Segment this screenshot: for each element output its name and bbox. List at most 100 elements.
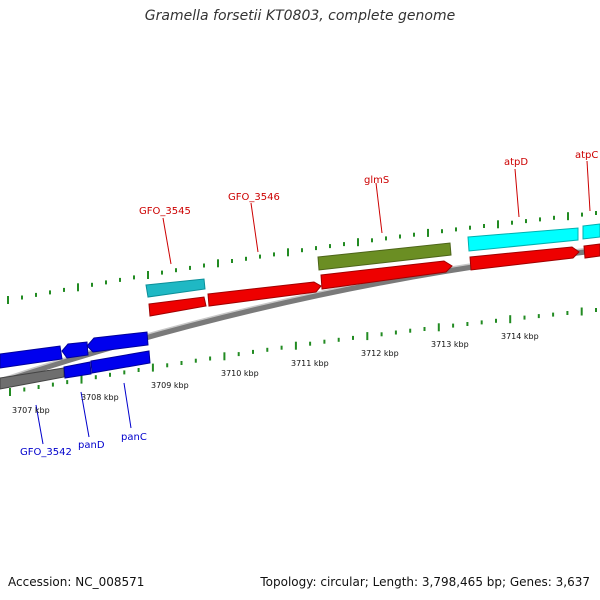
scale-label-3713: 3713 kbp — [431, 340, 469, 349]
feature-cds-glms[interactable] — [320, 260, 453, 290]
outer-tick — [175, 268, 177, 273]
label-leaders — [35, 160, 591, 445]
outer-tick — [203, 263, 205, 268]
inner-tick — [252, 349, 254, 354]
outer-tick — [469, 225, 471, 230]
outer-tick — [133, 275, 135, 280]
label-glms[interactable]: glmS — [364, 175, 389, 186]
scale-label-3709: 3709 kbp — [151, 381, 189, 390]
outer-tick — [329, 244, 331, 249]
inner-tick — [209, 356, 212, 361]
label-pand[interactable]: panD — [78, 440, 105, 451]
outer-tick — [63, 287, 65, 292]
inner-tick — [495, 318, 497, 323]
inner-tick — [394, 330, 397, 335]
inner-tick — [137, 368, 140, 372]
feature-rna-atpc[interactable] — [582, 223, 600, 240]
outer-tick — [483, 224, 485, 228]
feature-cds-reverse-mid[interactable] — [61, 341, 89, 359]
scale-label-3708: 3708 kbp — [81, 393, 119, 402]
inner-tick — [294, 341, 297, 350]
outer-tick — [301, 248, 303, 253]
inner-tick — [437, 323, 440, 332]
feature-rna-gfo3545[interactable] — [145, 278, 206, 298]
outer-tick — [455, 227, 457, 232]
outer-tick — [91, 282, 93, 287]
inner-tick — [166, 363, 169, 368]
label-gfo3542[interactable]: GFO_3542 — [20, 447, 72, 458]
outer-tick — [511, 220, 513, 225]
inner-tick — [323, 339, 326, 344]
feature-cds-panc[interactable] — [90, 350, 151, 374]
outer-tick — [105, 280, 107, 285]
outer-tick — [273, 252, 275, 257]
label-atpc[interactable]: atpC — [575, 150, 598, 161]
inner-tick — [223, 352, 226, 361]
scale-labels: 3707 kbp 3708 kbp 3709 kbp 3710 kbp 3711… — [12, 332, 539, 415]
inner-tick — [194, 358, 197, 363]
outer-tick — [357, 238, 359, 247]
inner-tick — [537, 314, 540, 319]
inner-tick — [566, 311, 569, 315]
scale-label-3712: 3712 kbp — [361, 349, 399, 358]
outer-tick — [385, 236, 387, 241]
inner-tick — [66, 380, 69, 385]
inner-tick — [452, 323, 455, 328]
inner-tick — [266, 347, 269, 352]
inner-tick — [123, 370, 126, 375]
outer-tick — [7, 296, 9, 304]
feature-cds-gfo3546[interactable] — [207, 281, 322, 307]
inner-tick — [366, 332, 369, 341]
outer-tick — [49, 290, 51, 295]
inner-tick — [380, 332, 383, 337]
outer-tick — [343, 242, 345, 247]
outer-tick-ring — [7, 211, 597, 304]
scale-label-3711: 3711 kbp — [291, 359, 329, 368]
inner-tick — [37, 385, 40, 389]
outer-tick — [21, 295, 23, 300]
inner-tick — [180, 361, 183, 365]
inner-tick — [9, 388, 11, 396]
outer-tick — [553, 215, 555, 220]
feature-cds-reverse-left[interactable] — [0, 345, 63, 369]
inner-tick — [580, 307, 583, 316]
inner-tick — [409, 328, 412, 333]
feature-rna-atpd[interactable] — [467, 227, 579, 252]
outer-tick — [147, 271, 149, 279]
feature-cds-atpc[interactable] — [583, 243, 600, 259]
inner-tick — [109, 372, 111, 377]
forward-features — [145, 223, 600, 317]
scale-label-3710: 3710 kbp — [221, 369, 259, 378]
feature-cds-reverse-right[interactable] — [86, 331, 149, 353]
inner-tick — [509, 315, 512, 324]
inner-tick — [280, 345, 283, 350]
inner-tick — [23, 387, 26, 392]
outer-tick — [427, 228, 429, 237]
feature-cds-atpd[interactable] — [469, 246, 580, 271]
label-panc[interactable]: panC — [121, 432, 147, 443]
feature-cds-pand[interactable] — [63, 361, 92, 379]
inner-tick — [237, 352, 240, 357]
reverse-features — [0, 331, 151, 390]
scale-label-3714: 3714 kbp — [501, 332, 539, 341]
outer-tick — [399, 234, 401, 239]
label-atpd[interactable]: atpD — [504, 157, 528, 168]
feature-gene-gfo3542[interactable] — [0, 367, 65, 390]
outer-tick — [581, 212, 583, 217]
feature-other-glms[interactable] — [317, 242, 452, 271]
outer-tick — [539, 217, 541, 222]
label-gfo3546[interactable]: GFO_3546 — [228, 192, 280, 203]
inner-tick — [466, 322, 469, 326]
outer-tick — [525, 219, 527, 224]
outer-tick — [497, 220, 499, 229]
inner-tick — [80, 375, 83, 384]
accession-text: Accession: NC_008571 — [8, 575, 145, 589]
inner-tick — [151, 363, 154, 372]
scale-label-3707: 3707 kbp — [12, 406, 50, 415]
label-gfo3545[interactable]: GFO_3545 — [139, 206, 191, 217]
inner-tick — [552, 312, 555, 317]
outer-tick — [217, 259, 219, 268]
inner-tick — [423, 327, 426, 331]
feature-cds-gfo3545[interactable] — [148, 296, 207, 317]
